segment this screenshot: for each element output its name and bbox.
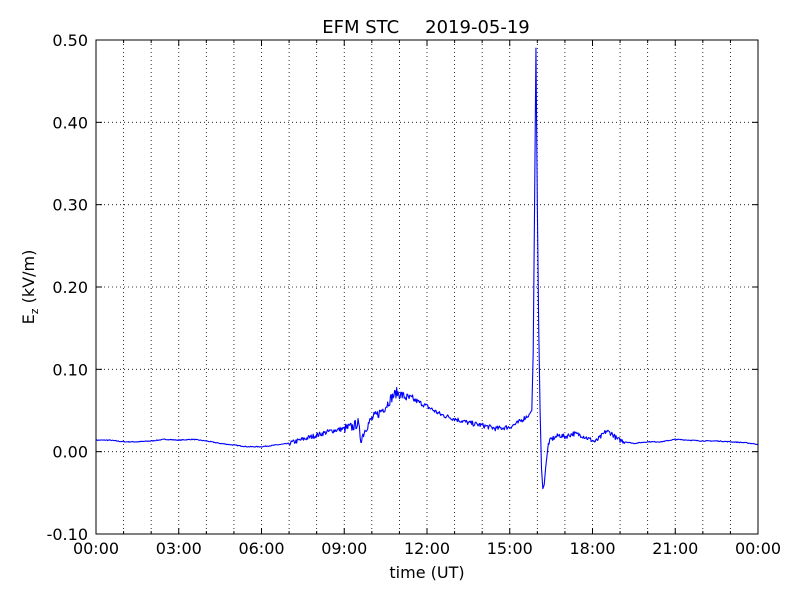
grid xyxy=(96,40,758,534)
x-tick-label: 15:00 xyxy=(487,539,533,558)
y-axis-label-subscript: z xyxy=(28,308,41,314)
y-tick-label: 0.50 xyxy=(52,31,88,50)
axis-ticks xyxy=(95,39,759,535)
y-axis-label-symbol: E xyxy=(19,314,38,324)
y-tick-label: 0.00 xyxy=(52,443,88,462)
chart-title: EFM STC 2019-05-19 xyxy=(322,17,530,38)
x-tick-labels: 00:00 03:00 06:00 09:00 12:00 15:00 18:00 21:00… xyxy=(73,539,781,558)
y-axis-label-unit: (kV/m) xyxy=(19,250,38,309)
y-tick-label: -0.10 xyxy=(47,525,88,544)
plot-area-frame xyxy=(95,39,759,535)
title-station: EFM STC xyxy=(322,17,399,38)
x-axis-label: time (UT) xyxy=(389,563,464,582)
y-tick-label: 0.20 xyxy=(52,278,88,297)
series-line-ez xyxy=(95,47,759,490)
y-axis-label: Ez (kV/m) xyxy=(19,250,41,325)
y-tick-label: 0.30 xyxy=(52,196,88,215)
x-tick-label: 00:00 xyxy=(735,539,781,558)
x-tick-label: 18:00 xyxy=(569,539,615,558)
x-tick-label: 00:00 xyxy=(73,539,119,558)
x-tick-label: 06:00 xyxy=(238,539,284,558)
title-date: 2019-05-19 xyxy=(425,17,530,38)
x-tick-label: 12:00 xyxy=(404,539,450,558)
x-tick-label: 21:00 xyxy=(652,539,698,558)
x-tick-label: 03:00 xyxy=(156,539,202,558)
y-tick-labels: -0.10 0.00 0.10 0.20 0.30 0.40 0.50 xyxy=(47,31,88,544)
y-tick-label: 0.40 xyxy=(52,113,88,132)
x-tick-label: 09:00 xyxy=(321,539,367,558)
y-tick-label: 0.10 xyxy=(52,360,88,379)
